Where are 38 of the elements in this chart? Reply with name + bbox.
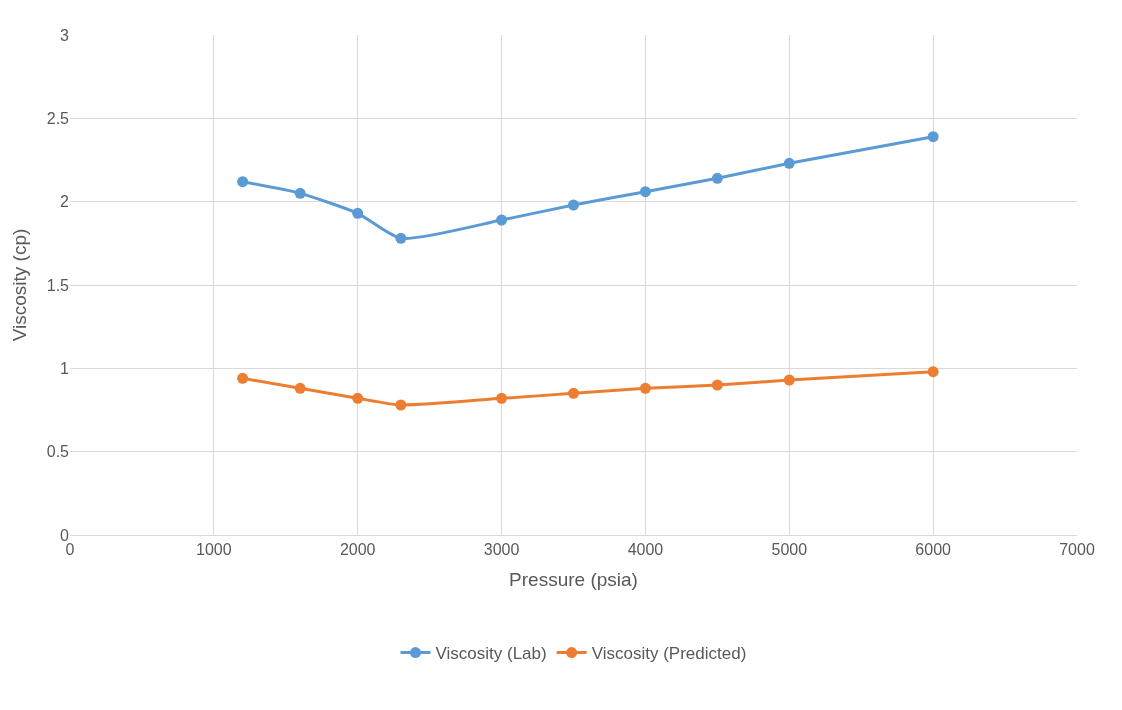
x-tick-label: 1000 [196,541,232,559]
x-tick-label: 5000 [771,541,808,559]
legend-label: Viscosity (Predicted) [591,644,747,664]
point [352,207,364,219]
point [639,382,651,394]
point [783,157,795,169]
x-axis-title: Pressure (psia) [509,569,638,590]
point [294,382,306,394]
x-tick-label: 3000 [483,541,520,559]
y-tick-label: 1 [60,359,70,377]
y-tick-label: 0.5 [46,443,70,461]
point [927,366,939,378]
x-tick-label: 6000 [915,541,952,559]
point [496,392,508,404]
point [496,214,508,226]
y-axis-title: Viscosity (cp) [8,228,30,342]
point [294,187,306,199]
legend-label: Viscosity (Lab) [435,644,547,664]
x-tick-label: 7000 [1059,541,1095,559]
point [783,374,795,386]
point [711,379,723,391]
point [395,232,407,244]
y-tick-label: 0 [60,526,70,544]
y-tick-label: 1.5 [46,276,70,294]
point [568,387,579,399]
y-tick-label: 2 [60,193,70,211]
point [927,131,939,143]
point [237,176,249,188]
point [237,372,249,384]
x-tick-label: 4000 [627,541,664,559]
x-tick-label: 2000 [339,541,376,559]
point [395,399,407,411]
point [711,172,723,184]
y-tick-label: 2.5 [46,109,70,127]
point [352,392,364,404]
point [568,199,579,211]
point [639,186,651,198]
y-tick-label: 3 [60,26,70,44]
